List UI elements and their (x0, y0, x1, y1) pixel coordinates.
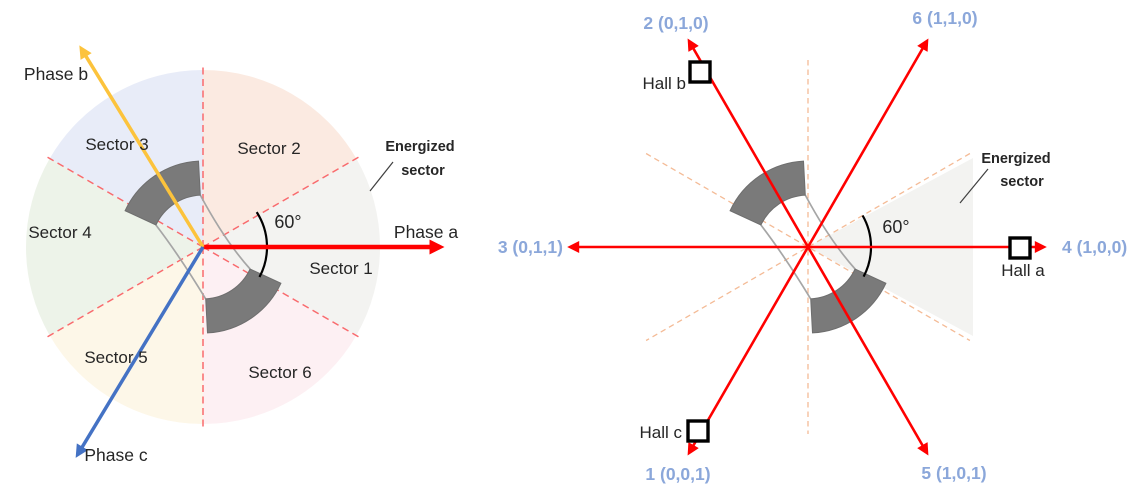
right-hall-vector-diagram: 1 (0,0,1) 2 (0,1,0) 3 (0,1,1) 4 (1,0,0) … (498, 8, 1127, 484)
hall-a-label: Hall a (1001, 261, 1045, 280)
state-4-label: 4 (1,0,0) (1062, 237, 1127, 257)
boundary-30-210-dashed (645, 152, 971, 342)
hall-a-sensor-marker (1008, 236, 1032, 260)
rotor-magnet-north (729, 160, 806, 226)
hall-c-sensor-marker (686, 419, 710, 443)
vector-1-arrow (687, 246, 810, 456)
energized-sector-pointer-line (959, 168, 989, 204)
hall-c-label: Hall c (639, 423, 682, 442)
sector-6-label: Sector 6 (248, 363, 311, 382)
rotor-magnet-north (124, 160, 201, 226)
rotor-connector-line (199, 194, 251, 270)
left-sector-diagram: Sector 1 Sector 2 Sector 3 Sector 4 Sect… (24, 45, 458, 465)
phase-b-label: Phase b (24, 64, 88, 84)
state-6-label: 6 (1,1,0) (912, 8, 977, 28)
sector-boundary-150-dashed (45, 155, 204, 248)
rotor-magnet-south (205, 268, 282, 334)
energized-sector-label-line1: Energized (385, 139, 454, 155)
state-5-label: 5 (1,0,1) (921, 463, 986, 483)
angle-60-label: 60° (882, 217, 909, 237)
vector-6-arrow (806, 38, 929, 248)
sector-4-wedge (25, 158, 203, 336)
sector-1-label: Sector 1 (309, 259, 372, 278)
rotor-connector-line (760, 224, 812, 300)
sector-boundary-210-dashed (45, 246, 204, 339)
sector-boundary-330-dashed (202, 246, 361, 339)
state-3-label: 3 (0,1,1) (498, 237, 563, 257)
hall-b-sensor-marker (688, 60, 712, 84)
phase-c-label: Phase c (84, 445, 147, 465)
sector-4-label: Sector 4 (28, 223, 91, 242)
hall-b-label: Hall b (643, 74, 686, 93)
state-1-label: 1 (0,0,1) (645, 464, 710, 484)
vector-5-arrow (806, 246, 929, 456)
angle-60-label: 60° (274, 212, 301, 232)
rotor-connector-line (804, 194, 856, 270)
sector-5-wedge (49, 247, 204, 424)
energized-sector-label-line2: sector (401, 163, 445, 179)
phase-b-arrow (79, 45, 205, 248)
phase-c-arrow (75, 246, 205, 458)
sector-5-label: Sector 5 (84, 348, 147, 367)
sector-3-label: Sector 3 (85, 135, 148, 154)
state-2-label: 2 (0,1,0) (643, 13, 708, 33)
boundary-150-330-dashed (645, 152, 971, 342)
sector-2-label: Sector 2 (237, 139, 300, 158)
sector-2-wedge (203, 69, 357, 247)
energized-sector-pointer-line (369, 161, 394, 192)
rotor-magnet-south (810, 268, 887, 334)
energized-sector-label-line2: sector (1000, 174, 1044, 190)
angle-60-arc (255, 211, 269, 278)
rotor-connector-line (155, 224, 207, 300)
phase-a-label: Phase a (394, 222, 458, 242)
energized-sector-label-line1: Energized (981, 151, 1050, 167)
sector-boundary-30-dashed (202, 155, 361, 248)
